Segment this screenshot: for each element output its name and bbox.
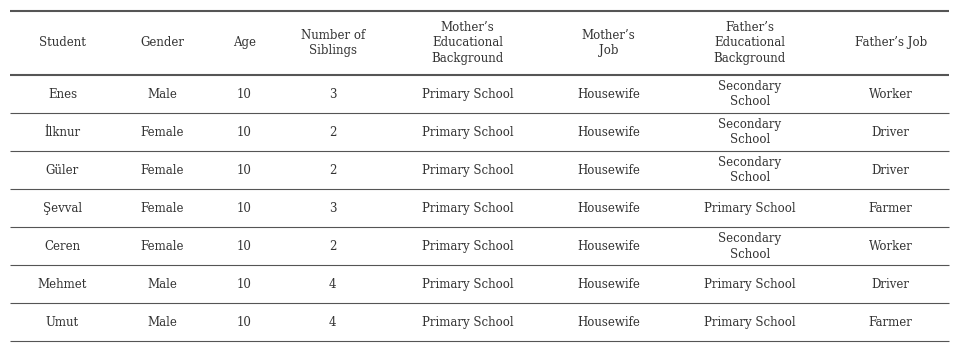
Text: 2: 2 [329, 240, 337, 253]
Text: Student: Student [39, 36, 86, 49]
Text: 10: 10 [237, 202, 252, 215]
Text: Primary School: Primary School [704, 316, 796, 329]
Text: Housewife: Housewife [577, 278, 641, 291]
Text: 2: 2 [329, 164, 337, 177]
Text: Male: Male [148, 88, 177, 101]
Text: Male: Male [148, 278, 177, 291]
Text: Ceren: Ceren [44, 240, 81, 253]
Text: Primary School: Primary School [704, 202, 796, 215]
Text: Farmer: Farmer [869, 316, 913, 329]
Text: Primary School: Primary School [422, 240, 514, 253]
Text: Secondary
School: Secondary School [718, 156, 782, 184]
Text: Female: Female [141, 164, 184, 177]
Text: Housewife: Housewife [577, 202, 641, 215]
Text: Housewife: Housewife [577, 164, 641, 177]
Text: 10: 10 [237, 240, 252, 253]
Text: Umut: Umut [46, 316, 79, 329]
Text: 10: 10 [237, 164, 252, 177]
Text: 4: 4 [329, 278, 337, 291]
Text: 4: 4 [329, 316, 337, 329]
Text: Primary School: Primary School [422, 316, 514, 329]
Text: Mehmet: Mehmet [37, 278, 87, 291]
Text: İlknur: İlknur [44, 126, 81, 139]
Text: Father’s Job: Father’s Job [854, 36, 926, 49]
Text: Primary School: Primary School [422, 88, 514, 101]
Text: Housewife: Housewife [577, 126, 641, 139]
Text: Father’s
Educational
Background: Father’s Educational Background [713, 21, 785, 65]
Text: Female: Female [141, 126, 184, 139]
Text: Driver: Driver [872, 278, 910, 291]
Text: Housewife: Housewife [577, 88, 641, 101]
Text: Primary School: Primary School [704, 278, 796, 291]
Text: Housewife: Housewife [577, 240, 641, 253]
Text: Number of
Siblings: Number of Siblings [300, 29, 364, 57]
Text: Age: Age [233, 36, 256, 49]
Text: Male: Male [148, 316, 177, 329]
Text: Primary School: Primary School [422, 126, 514, 139]
Text: Gender: Gender [140, 36, 184, 49]
Text: 10: 10 [237, 88, 252, 101]
Text: Mother’s
Educational
Background: Mother’s Educational Background [432, 21, 503, 65]
Text: Primary School: Primary School [422, 202, 514, 215]
Text: Driver: Driver [872, 164, 910, 177]
Text: Female: Female [141, 240, 184, 253]
Text: 10: 10 [237, 126, 252, 139]
Text: Farmer: Farmer [869, 202, 913, 215]
Text: 10: 10 [237, 316, 252, 329]
Text: 3: 3 [329, 202, 337, 215]
Text: 3: 3 [329, 88, 337, 101]
Text: Primary School: Primary School [422, 164, 514, 177]
Text: Driver: Driver [872, 126, 910, 139]
Text: Worker: Worker [869, 240, 913, 253]
Text: Worker: Worker [869, 88, 913, 101]
Text: Female: Female [141, 202, 184, 215]
Text: Mother’s
Job: Mother’s Job [582, 29, 636, 57]
Text: Şevval: Şevval [43, 202, 82, 215]
Text: Enes: Enes [48, 88, 77, 101]
Text: Secondary
School: Secondary School [718, 232, 782, 260]
Text: 2: 2 [329, 126, 337, 139]
Text: Secondary
School: Secondary School [718, 118, 782, 146]
Text: Secondary
School: Secondary School [718, 80, 782, 108]
Text: Housewife: Housewife [577, 316, 641, 329]
Text: Primary School: Primary School [422, 278, 514, 291]
Text: 10: 10 [237, 278, 252, 291]
Text: Güler: Güler [46, 164, 79, 177]
